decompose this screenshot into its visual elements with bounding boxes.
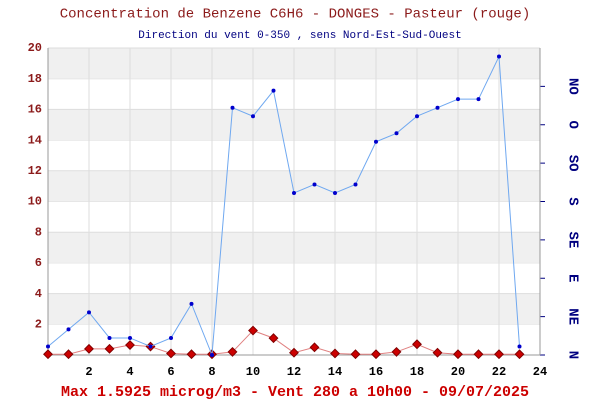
point xyxy=(84,343,94,354)
x-tick-label: 16 xyxy=(369,365,383,379)
y-tick-label: 14 xyxy=(28,133,42,147)
point xyxy=(166,348,176,359)
x-tick-label: 18 xyxy=(410,365,424,379)
point xyxy=(63,349,74,360)
point xyxy=(517,344,522,349)
point xyxy=(248,325,258,336)
point xyxy=(125,340,135,350)
point xyxy=(289,347,299,358)
point xyxy=(46,344,50,349)
point xyxy=(330,348,340,359)
x-tick-label: 8 xyxy=(208,365,215,379)
series-line xyxy=(47,54,520,356)
point xyxy=(312,182,317,187)
point xyxy=(350,349,361,360)
point xyxy=(473,349,484,360)
footer: Max 1.5925 microg/m3 - Vent 280 a 10h00 … xyxy=(61,384,529,400)
point xyxy=(186,349,197,360)
point xyxy=(268,333,279,344)
y-tick-label: 2 xyxy=(35,317,42,331)
point xyxy=(87,310,91,315)
point xyxy=(66,327,71,332)
y-tick-label: 18 xyxy=(28,72,42,86)
point xyxy=(333,190,337,195)
y2-tick-label: E xyxy=(564,274,580,282)
point xyxy=(189,301,194,306)
point xyxy=(514,349,525,360)
y-tick-label: 10 xyxy=(28,195,42,209)
point xyxy=(148,344,153,349)
point xyxy=(391,346,402,357)
point xyxy=(292,190,296,195)
y2-tick-label: NE xyxy=(564,308,580,325)
y2-tick-label: SO xyxy=(564,155,580,172)
x-tick-label: 14 xyxy=(328,365,342,379)
chart-title: Concentration de Benzene C6H6 - DONGES -… xyxy=(60,7,530,23)
x-tick-label: 24 xyxy=(533,365,547,379)
x-tick-label: 22 xyxy=(492,365,506,379)
y2-tick-label: O xyxy=(564,121,580,129)
y-tick-label: 8 xyxy=(35,225,42,239)
point xyxy=(412,339,422,350)
y-tick-label: 4 xyxy=(35,287,42,301)
point xyxy=(497,54,501,59)
y-tick-label: 16 xyxy=(28,103,42,117)
point xyxy=(309,342,320,353)
point xyxy=(453,349,463,360)
x-tick-label: 12 xyxy=(287,365,301,379)
point xyxy=(271,88,276,93)
point xyxy=(251,114,255,119)
point xyxy=(230,105,235,110)
point xyxy=(128,335,132,340)
x-tick-label: 6 xyxy=(167,365,174,379)
y-tick-label: 20 xyxy=(28,41,42,55)
y-tick-label: 12 xyxy=(28,164,42,178)
point xyxy=(456,97,460,102)
y2-tick-label: NO xyxy=(564,78,580,95)
point xyxy=(169,335,173,340)
y-tick-label: 6 xyxy=(35,256,42,270)
point xyxy=(432,347,443,358)
point xyxy=(104,343,115,354)
point xyxy=(415,114,419,119)
y2-tick-label: S xyxy=(564,197,580,205)
point xyxy=(353,182,358,187)
x-tick-label: 4 xyxy=(126,365,133,379)
point xyxy=(476,97,481,102)
x-tick-label: 2 xyxy=(85,365,92,379)
point xyxy=(435,105,440,110)
point xyxy=(494,349,504,360)
y2-tick-label: SE xyxy=(564,231,580,248)
y2-tick-label: N xyxy=(564,351,580,359)
chart-subtitle: Direction du vent 0-350 , sens Nord-Est-… xyxy=(138,30,461,42)
point xyxy=(210,353,214,357)
x-tick-label: 20 xyxy=(451,365,465,379)
point xyxy=(107,335,112,340)
x-tick-label: 10 xyxy=(246,365,260,379)
point xyxy=(394,131,399,136)
point xyxy=(43,349,53,360)
point xyxy=(374,139,378,144)
point xyxy=(227,346,238,357)
point xyxy=(371,349,381,360)
